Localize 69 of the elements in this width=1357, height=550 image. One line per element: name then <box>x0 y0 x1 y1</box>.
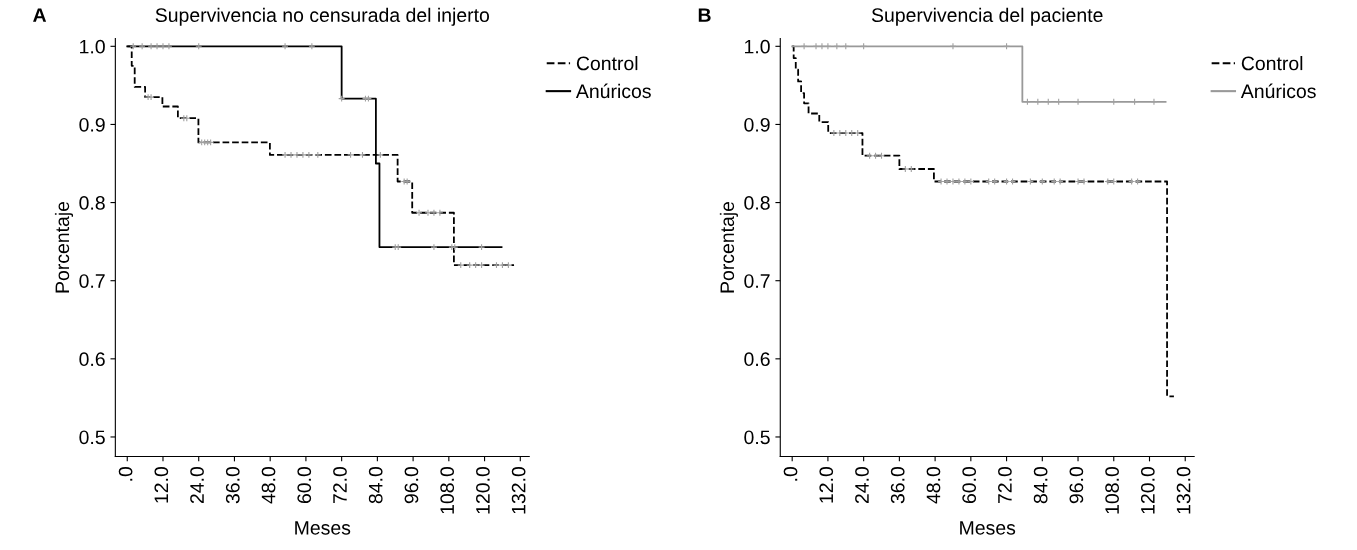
point <box>854 129 862 137</box>
chart-title: Supervivencia no censurada del injerto <box>155 7 490 26</box>
point <box>153 42 161 50</box>
y-tick-label: 0.9 <box>744 117 770 132</box>
chart-title: Supervivencia del paciente <box>871 7 1103 26</box>
point <box>812 42 820 50</box>
legend-label: Anúricos <box>575 83 651 99</box>
x-tick-label: 12.0 <box>819 466 834 503</box>
point <box>943 177 951 185</box>
x-tick-label: 24.0 <box>190 466 204 504</box>
point <box>949 177 957 185</box>
x-tick-label: 120.0 <box>476 466 490 514</box>
legend-label: Control <box>1241 56 1303 71</box>
x-tick-label: 132.0 <box>511 466 526 514</box>
point <box>1080 177 1088 185</box>
y-axis-title: Porcentaje <box>54 201 74 293</box>
x-tick-label: 132.0 <box>1176 466 1191 514</box>
x-tick-label: 72.0 <box>333 466 347 504</box>
x-tick-label: 48.0 <box>261 466 276 504</box>
x-tick-label: .0 <box>783 466 798 481</box>
x-tick-label: 84.0 <box>368 466 383 504</box>
y-tick-label: 0.7 <box>79 274 105 288</box>
y-tick-label: 0.5 <box>744 430 770 445</box>
x-tick-label: 24.0 <box>855 466 869 504</box>
x-tick-label: 96.0 <box>1069 466 1084 504</box>
y-tick-label: 0.6 <box>79 352 105 367</box>
y-tick-label: 1.0 <box>80 39 105 54</box>
x-tick-label: 108.0 <box>1105 466 1119 514</box>
point <box>430 243 438 251</box>
x-tick-label: 60.0 <box>962 466 977 504</box>
legend-label: Anúricos <box>1240 83 1316 99</box>
x-tick-label: 36.0 <box>890 466 905 504</box>
y-tick-label: 1.0 <box>745 39 770 54</box>
point <box>1074 177 1082 185</box>
point <box>836 129 844 137</box>
point <box>287 151 295 159</box>
x-tick-label: .0 <box>118 466 133 481</box>
y-tick-label: 0.8 <box>744 196 770 210</box>
y-tick-label: 0.7 <box>744 274 770 288</box>
point <box>830 129 838 137</box>
y-tick-label: 0.5 <box>79 430 105 445</box>
x-tick-label: 96.0 <box>404 466 419 504</box>
point <box>949 42 957 50</box>
point <box>842 129 850 137</box>
y-tick-label: 0.6 <box>744 352 770 367</box>
y-tick-label: 0.9 <box>79 117 105 132</box>
point <box>848 129 856 137</box>
point <box>424 209 432 217</box>
x-tick-label: 84.0 <box>1033 466 1048 504</box>
x-tick-label: 120.0 <box>1140 466 1155 514</box>
x-tick-label: 36.0 <box>225 466 240 504</box>
legend-label: Control <box>576 56 638 71</box>
x-tick-label: 72.0 <box>998 466 1012 504</box>
x-tick-label: 12.0 <box>154 466 169 503</box>
point <box>818 42 826 50</box>
text: B <box>698 8 711 22</box>
y-tick-label: 0.8 <box>79 196 105 210</box>
point <box>907 165 915 173</box>
point <box>430 209 438 217</box>
y-axis-title: Porcentaje <box>719 201 738 293</box>
x-tick-label: 48.0 <box>926 466 941 504</box>
x-tick-label: 108.0 <box>440 466 455 514</box>
text: A <box>33 8 47 22</box>
x-axis-title: Meses <box>295 521 351 535</box>
point <box>293 151 301 159</box>
point <box>901 165 909 173</box>
point <box>159 42 167 50</box>
x-tick-label: 60.0 <box>297 466 312 504</box>
x-axis-title: Meses <box>960 521 1016 535</box>
